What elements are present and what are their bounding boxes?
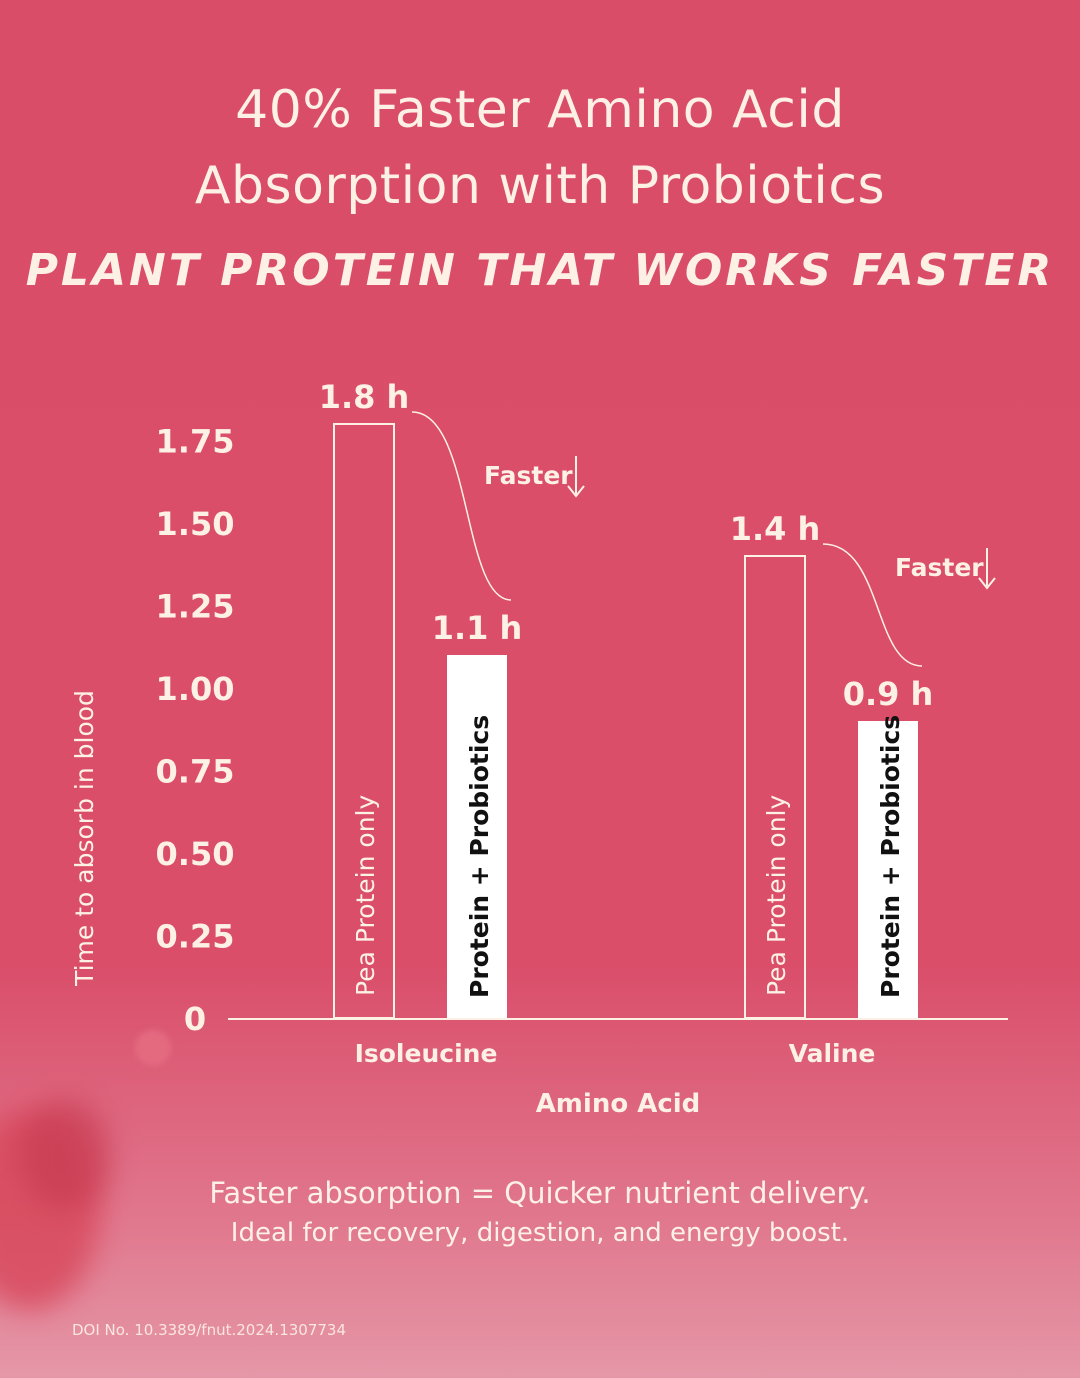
bar-series-label: Protein + Probiotics	[876, 715, 905, 998]
y-tick-label: 0	[184, 1000, 206, 1038]
data-label: 1.8 h	[319, 378, 410, 416]
bar-series-label: Pea Protein only	[762, 795, 791, 996]
y-tick-label: 1.25	[156, 588, 235, 626]
y-tick-label: 1.75	[156, 423, 235, 461]
page-subtitle: PLANT PROTEIN THAT WORKS FASTER	[25, 245, 1055, 296]
arrow-down-icon	[978, 548, 996, 590]
x-tick-label: Isoleucine	[355, 1039, 498, 1068]
data-label: 0.9 h	[843, 675, 934, 713]
title-line-1: 40% Faster Amino Acid	[235, 80, 845, 140]
bar-pea-protein-only	[744, 555, 806, 1019]
page-title: 40% Faster Amino Acid Absorption with Pr…	[0, 72, 1080, 224]
y-tick-label: 1.00	[156, 670, 235, 708]
doi-reference: DOI No. 10.3389/fnut.2024.1307734	[72, 1321, 346, 1339]
y-tick-label: 0.50	[156, 835, 235, 873]
trend-curve	[822, 543, 923, 667]
y-axis-label: Time to absorb in blood	[70, 690, 99, 987]
bar-protein-probiotics	[858, 721, 918, 1018]
faster-annotation: Faster	[484, 461, 573, 490]
strawberry-decoration	[20, 1100, 110, 1210]
y-tick-label: 0.25	[156, 918, 235, 956]
x-axis-label: Amino Acid	[536, 1089, 701, 1119]
bar-series-label: Pea Protein only	[351, 795, 380, 996]
data-label: 1.1 h	[432, 609, 523, 647]
footer-headline: Faster absorption = Quicker nutrient del…	[209, 1176, 871, 1210]
y-tick-label: 1.50	[156, 505, 235, 543]
y-tick-label: 0.75	[156, 753, 235, 791]
x-tick-label: Valine	[789, 1039, 876, 1068]
arrow-down-icon	[567, 456, 585, 498]
trend-curve	[411, 411, 512, 601]
droplet-decoration	[135, 1030, 171, 1066]
bar-pea-protein-only	[333, 423, 395, 1019]
data-label: 1.4 h	[730, 510, 821, 548]
bar-series-label: Protein + Probiotics	[465, 715, 494, 998]
bar-protein-probiotics	[447, 655, 507, 1018]
title-line-2: Absorption with Probiotics	[194, 156, 886, 216]
footer-subtext: Ideal for recovery, digestion, and energ…	[230, 1218, 850, 1248]
faster-annotation: Faster	[895, 553, 984, 582]
